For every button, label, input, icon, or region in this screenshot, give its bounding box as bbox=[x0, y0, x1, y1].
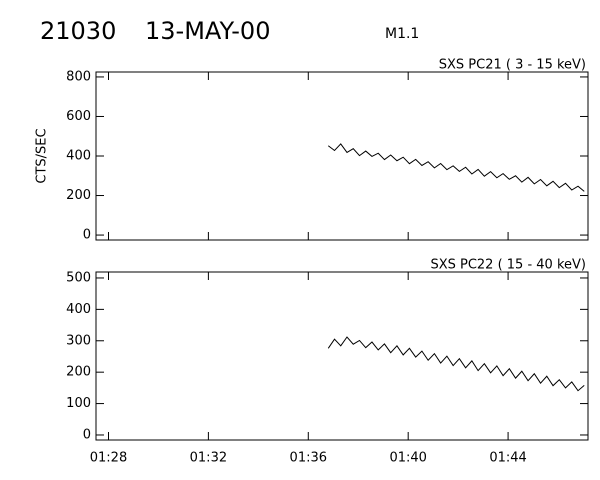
x-tick-label: 01:40 bbox=[389, 451, 426, 466]
y-tick-label: 400 bbox=[66, 149, 91, 164]
panel-title: SXS PC21 ( 3 - 15 keV) bbox=[439, 58, 586, 73]
y-tick-label: 800 bbox=[66, 69, 91, 84]
data-line bbox=[327, 143, 585, 192]
event-date: 13-MAY-00 bbox=[145, 17, 270, 45]
y-tick-label: 0 bbox=[83, 228, 91, 243]
x-tick-label: 01:36 bbox=[290, 451, 327, 466]
y-tick-label: 400 bbox=[66, 302, 91, 317]
plot-frame bbox=[95, 271, 589, 441]
event-number: 21030 bbox=[40, 17, 116, 45]
panel-title: SXS PC22 ( 15 - 40 keV) bbox=[430, 258, 586, 273]
plot-frame bbox=[95, 71, 589, 241]
x-tick-label: 01:44 bbox=[489, 451, 526, 466]
y-axis-label: CTS/SEC bbox=[35, 128, 50, 183]
y-tick-label: 100 bbox=[66, 396, 91, 411]
y-tick-label: 300 bbox=[66, 333, 91, 348]
y-tick-label: 600 bbox=[66, 109, 91, 124]
y-tick-label: 0 bbox=[83, 427, 91, 442]
y-tick-label: 200 bbox=[66, 365, 91, 380]
data-line bbox=[327, 336, 585, 392]
y-tick-label: 200 bbox=[66, 188, 91, 203]
x-tick-label: 01:28 bbox=[90, 451, 127, 466]
flare-class: M1.1 bbox=[385, 26, 419, 42]
y-tick-label: 500 bbox=[66, 270, 91, 285]
x-tick-label: 01:32 bbox=[190, 451, 227, 466]
